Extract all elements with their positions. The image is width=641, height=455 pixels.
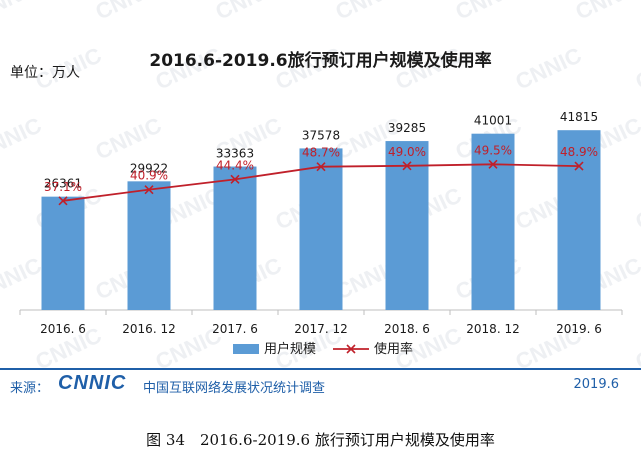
bar <box>385 141 429 310</box>
source-label: 来源： <box>10 381 50 396</box>
unit-label: 单位：万人 <box>10 65 80 81</box>
usage-rate-marker <box>402 161 412 171</box>
usage-rate-marker <box>488 159 498 169</box>
usage-rate-label: 48.7% <box>302 146 340 160</box>
figure-caption: 图 34 2016.6-2019.6 旅行预订用户规模及使用率 <box>146 431 495 449</box>
x-tick-label: 2019. 6 <box>556 322 602 336</box>
usage-rate-label: 49.0% <box>388 145 426 159</box>
x-tick-label: 2016. 12 <box>122 322 175 336</box>
bar <box>41 196 85 310</box>
usage-rate-label: 40.9% <box>130 169 168 183</box>
bar <box>471 133 515 310</box>
bar-value-label: 37578 <box>302 128 340 142</box>
legend-label-line: 使用率 <box>374 341 413 357</box>
chart-title: 2016.6-2019.6旅行预订用户规模及使用率 <box>149 51 492 71</box>
legend-marker <box>346 344 356 354</box>
bar-value-label: 26361 <box>44 177 82 191</box>
source-text: 中国互联网络发展状况统计调查 <box>143 381 326 396</box>
usage-rate-marker <box>316 162 326 172</box>
footer-divider <box>0 368 641 370</box>
usage-rate-marker <box>230 174 240 184</box>
usage-rate-label: 48.9% <box>560 145 598 159</box>
usage-rate-marker <box>574 161 584 171</box>
usage-rate-label: 37.1% <box>44 180 82 194</box>
x-tick-label: 2016. 6 <box>40 322 86 336</box>
chart: 26361 2016. 6 29922 2016. 12 33363 2017. 6 375… <box>19 110 623 357</box>
usage-rate-marker <box>144 185 154 195</box>
usage-rate-marker <box>58 196 68 206</box>
x-tick-label: 2017. 12 <box>294 322 347 336</box>
bar <box>213 166 257 310</box>
x-tick-label: 2018. 12 <box>466 322 519 336</box>
footer-date: 2019.6 <box>573 377 620 392</box>
legend-swatch-bar <box>233 344 259 354</box>
usage-rate-label: 49.5% <box>474 143 512 157</box>
usage-rate-label: 44.4% <box>216 158 254 172</box>
bar <box>127 181 171 310</box>
bar <box>299 148 343 310</box>
bar-value-label: 33363 <box>216 147 254 161</box>
cnnic-logo: CNNIC <box>58 372 127 394</box>
bar <box>557 130 601 310</box>
x-tick-label: 2018. 6 <box>384 322 430 336</box>
bar-value-label: 41815 <box>560 110 598 124</box>
x-tick-label: 2017. 6 <box>212 322 258 336</box>
bar-value-label: 29922 <box>130 161 168 175</box>
legend-label-bar: 用户规模 <box>264 341 316 357</box>
bar-value-label: 41001 <box>474 114 512 128</box>
bar-value-label: 39285 <box>388 121 426 135</box>
